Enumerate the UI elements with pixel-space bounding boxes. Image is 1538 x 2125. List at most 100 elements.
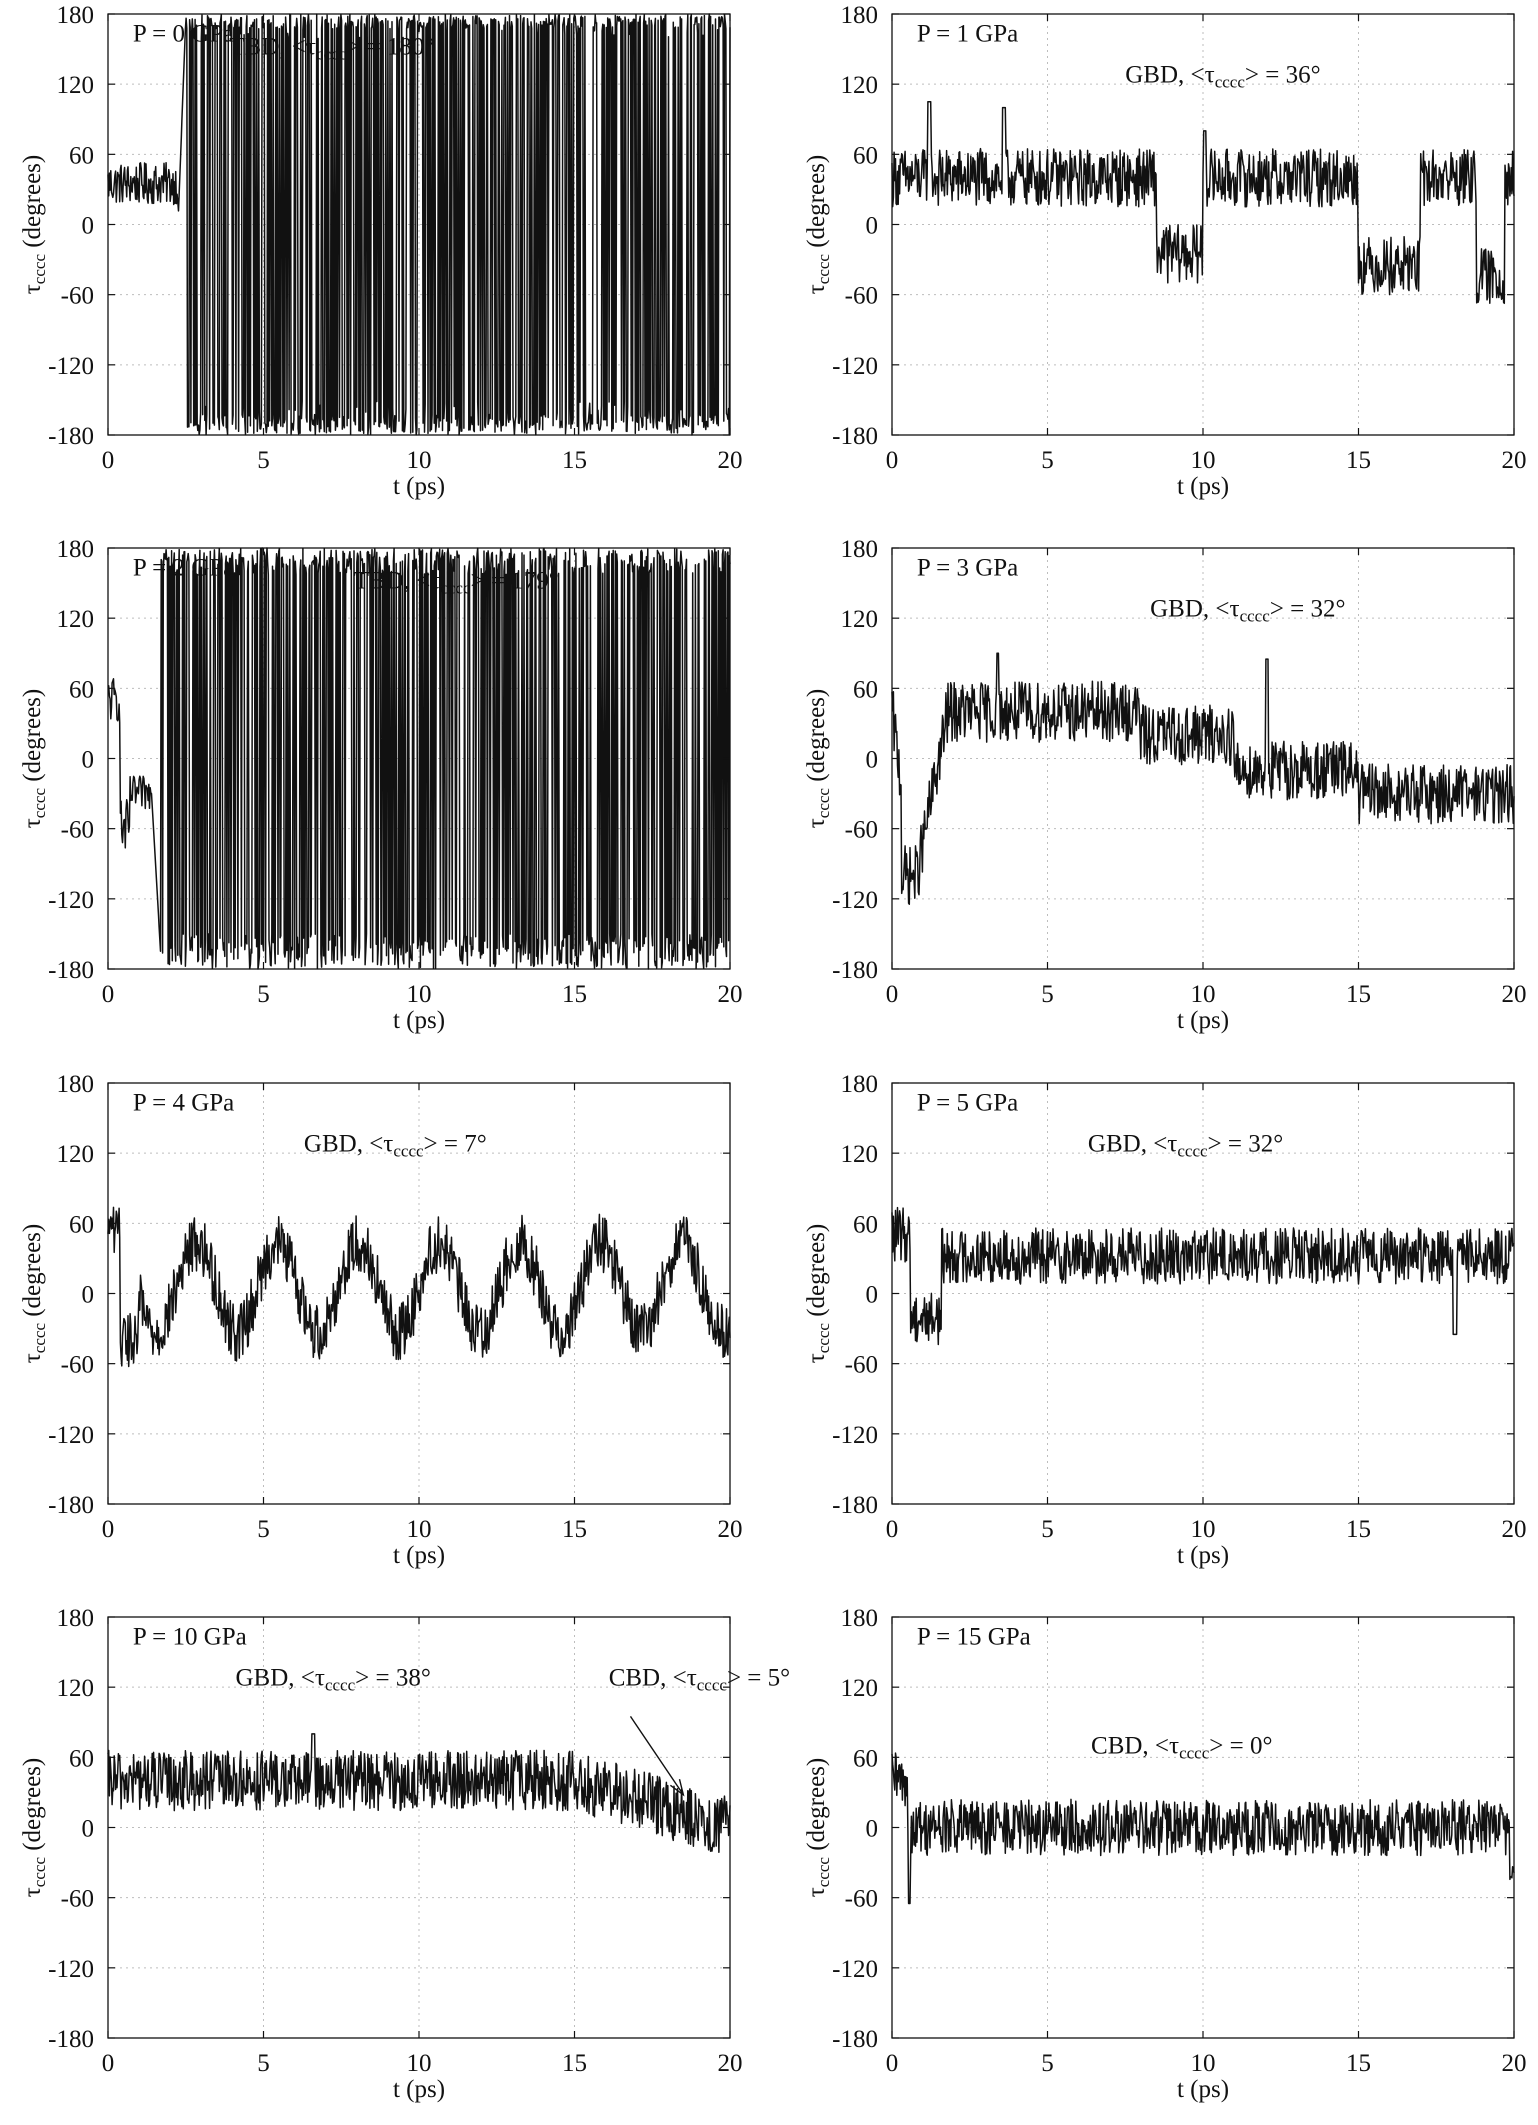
y-tick-label: 60: [853, 1211, 878, 1238]
y-tick-label: 60: [69, 142, 94, 169]
x-tick-label: 5: [1041, 981, 1054, 1008]
y-tick-label: 180: [57, 1071, 95, 1098]
panel-2: 0 5 10 15 20 -180 -120 -60 0 60 120 180 t (ps) τcccc …: [803, 2, 1527, 500]
x-tick-label: 10: [1191, 447, 1216, 474]
y-tick-label: 0: [866, 1282, 879, 1309]
pressure-label: P = 4 GPa: [133, 1090, 234, 1117]
annotation-arrowhead: [669, 1779, 685, 1797]
x-axis-label: t (ps): [393, 473, 445, 500]
y-tick-label: -180: [48, 423, 94, 450]
y-tick-label: -60: [61, 1886, 94, 1913]
y-tick-label: -60: [61, 1352, 94, 1379]
y-tick-label: 180: [841, 2, 879, 29]
x-tick-label: 0: [102, 981, 115, 1008]
x-axis-label: t (ps): [393, 2076, 445, 2103]
x-tick-label: 15: [1346, 2050, 1371, 2077]
x-axis-label: t (ps): [1177, 1542, 1229, 1569]
x-tick-label: 10: [407, 981, 432, 1008]
x-tick-label: 5: [1041, 1516, 1054, 1543]
y-tick-label: -180: [832, 2026, 878, 2053]
y-tick-label: 0: [82, 213, 95, 240]
series-line: [107, 13, 731, 436]
x-tick-label: 10: [407, 1516, 432, 1543]
y-tick-label: -60: [61, 283, 94, 310]
y-tick-label: -120: [48, 1956, 94, 1983]
series-line: [891, 1752, 1515, 1905]
x-tick-label: 10: [1191, 981, 1216, 1008]
conformer-annotation: GBD, <τcccc> = 38°: [236, 1665, 431, 1695]
y-tick-label: 60: [69, 1211, 94, 1238]
y-tick-label: -120: [48, 887, 94, 914]
y-axis-label: τcccc (degrees): [803, 155, 833, 294]
y-tick-label: 180: [841, 1071, 879, 1098]
panel-7: 0 5 10 15 20 -180 -120 -60 0 60 120 180 t (ps) τcccc …: [19, 1605, 790, 2103]
conformer-annotation: GBD, <τcccc> = 32°: [1088, 1131, 1283, 1161]
series-line: [891, 100, 1515, 305]
y-tick-label: 180: [57, 2, 95, 29]
y-tick-label: 0: [82, 1282, 95, 1309]
pressure-label: P = 2 GPa: [133, 555, 234, 582]
annotation-arrow: [629, 1716, 684, 1796]
y-tick-label: 0: [82, 1816, 95, 1843]
x-tick-label: 15: [562, 2050, 587, 2077]
x-tick-label: 5: [1041, 447, 1054, 474]
x-tick-label: 0: [102, 1516, 115, 1543]
x-tick-label: 0: [886, 1516, 899, 1543]
x-tick-label: 15: [562, 1516, 587, 1543]
y-tick-label: -60: [845, 1352, 878, 1379]
x-tick-label: 20: [1502, 2050, 1527, 2077]
y-tick-label: 0: [866, 213, 879, 240]
conformer-annotation: CBD, <τcccc> = 0°: [1091, 1732, 1272, 1762]
y-tick-label: -120: [832, 1956, 878, 1983]
pressure-label: P = 0 GPa: [133, 21, 234, 48]
x-tick-label: 20: [1502, 1516, 1527, 1543]
series-line: [107, 1206, 731, 1368]
y-axis-label: τcccc (degrees): [19, 1758, 49, 1897]
panel-8: 0 5 10 15 20 -180 -120 -60 0 60 120 180 t (ps) τcccc …: [803, 1605, 1527, 2103]
y-tick-label: -120: [832, 353, 878, 380]
x-tick-label: 20: [718, 981, 743, 1008]
y-tick-label: 180: [841, 536, 879, 563]
y-tick-label: 120: [57, 72, 95, 99]
y-tick-label: -60: [845, 817, 878, 844]
y-axis-label: τcccc (degrees): [803, 1224, 833, 1363]
x-axis-label: t (ps): [1177, 1007, 1229, 1034]
conformer-annotation: GBD, <τcccc> = 32°: [1150, 596, 1345, 626]
y-tick-label: -180: [832, 957, 878, 984]
y-tick-label: -180: [48, 2026, 94, 2053]
pressure-label: P = 1 GPa: [917, 21, 1018, 48]
y-tick-label: -60: [61, 817, 94, 844]
y-tick-label: 180: [57, 536, 95, 563]
y-tick-label: 60: [853, 1745, 878, 1772]
y-tick-label: 120: [841, 72, 879, 99]
x-tick-label: 20: [1502, 981, 1527, 1008]
x-tick-label: 0: [886, 447, 899, 474]
y-tick-label: 60: [69, 1745, 94, 1772]
series-line: [107, 547, 731, 970]
y-tick-label: 0: [866, 1816, 879, 1843]
x-tick-label: 10: [407, 2050, 432, 2077]
panel-3: 0 5 10 15 20 -180 -120 -60 0 60 120 180 t (ps) τcccc …: [19, 536, 743, 1034]
x-axis-label: t (ps): [1177, 2076, 1229, 2103]
x-tick-label: 20: [1502, 447, 1527, 474]
y-tick-label: -60: [845, 283, 878, 310]
x-tick-label: 20: [718, 1516, 743, 1543]
y-tick-label: 0: [82, 747, 95, 774]
pressure-label: P = 5 GPa: [917, 1090, 1018, 1117]
x-axis-label: t (ps): [393, 1007, 445, 1034]
y-tick-label: -180: [832, 1492, 878, 1519]
x-tick-label: 10: [407, 447, 432, 474]
conformer-annotation: GBD, <τcccc> = 36°: [1125, 62, 1320, 92]
y-tick-label: 60: [69, 676, 94, 703]
pressure-label: P = 15 GPa: [917, 1624, 1031, 1651]
panel-5: 0 5 10 15 20 -180 -120 -60 0 60 120 180 t (ps) τcccc …: [19, 1071, 743, 1569]
y-axis-label: τcccc (degrees): [19, 1224, 49, 1363]
y-axis-label: τcccc (degrees): [803, 1758, 833, 1897]
y-tick-label: -120: [48, 353, 94, 380]
y-axis-label: τcccc (degrees): [19, 155, 49, 294]
x-tick-label: 5: [257, 2050, 270, 2077]
conformer-annotation: TBD, <τcccc> = 179°: [354, 568, 559, 598]
x-axis-label: t (ps): [1177, 473, 1229, 500]
x-tick-label: 0: [886, 2050, 899, 2077]
